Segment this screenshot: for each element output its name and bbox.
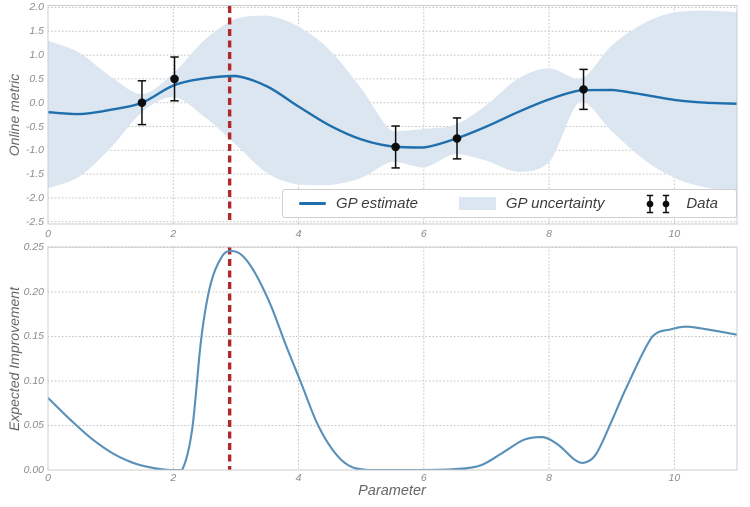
- data-point-marker: [452, 134, 462, 143]
- y-tick-label: -1.5: [25, 168, 44, 181]
- data-points: [137, 56, 588, 169]
- x-tick-label: 4: [295, 472, 302, 484]
- gp-estimate-line-swatch: [299, 201, 326, 206]
- data-point-marker: [391, 142, 400, 152]
- legend: GP estimate GP uncertainty Data: [282, 189, 737, 218]
- data-point-marker: [137, 98, 147, 108]
- errorbar-marker-icon: [645, 193, 677, 215]
- y-tick-label: -0.5: [25, 120, 44, 133]
- x-tick-label: 10: [668, 228, 681, 240]
- legend-item-gp-estimate: GP estimate: [299, 195, 418, 212]
- x-tick-label: 8: [546, 472, 552, 484]
- legend-label-gp-estimate: GP estimate: [336, 195, 418, 212]
- y-tick-label: -1.0: [25, 144, 44, 157]
- y-tick-label: 1.5: [29, 25, 44, 38]
- x-tick-label: 4: [295, 228, 302, 240]
- legend-item-gp-uncertainty: GP uncertainty: [458, 195, 605, 212]
- x-tick-label: 6: [420, 228, 427, 240]
- y-tick-label: 0.5: [29, 72, 44, 85]
- gp-panel: [47, 5, 738, 225]
- x-tick-label: 8: [546, 228, 552, 240]
- expected-improvement-line: [48, 249, 737, 470]
- ei-panel-frame: [47, 246, 738, 471]
- x-tick-label: 2: [170, 472, 177, 484]
- legend-label-gp-uncertainty: GP uncertainty: [505, 195, 605, 212]
- data-point-marker: [579, 85, 588, 94]
- y-tick-label: 0.25: [23, 241, 44, 254]
- ei-panel-gridlines: [47, 246, 738, 471]
- y-tick-label: 0.20: [23, 285, 44, 298]
- gp-uncertainty-band-swatch: [458, 197, 496, 210]
- legend-label-data: Data: [686, 195, 718, 212]
- gp-uncertainty-band: [48, 10, 737, 192]
- gp-panel-frame: [47, 5, 738, 225]
- ei-panel: [47, 246, 738, 471]
- y-tick-label: 0.15: [23, 330, 44, 343]
- y-tick-label: 2.0: [29, 1, 44, 14]
- bottom-y-axis-label: Expected Improvement: [6, 286, 22, 431]
- y-tick-label: 0.0: [29, 96, 44, 109]
- x-tick-label: 2: [170, 228, 177, 240]
- x-tick-label: 0: [45, 472, 51, 484]
- y-tick-label: -2.5: [25, 215, 44, 228]
- x-tick-label: 0: [45, 228, 51, 240]
- x-tick-label: 10: [668, 472, 681, 484]
- y-tick-label: 0.05: [23, 419, 44, 432]
- data-point-marker: [170, 74, 179, 84]
- x-tick-label: 6: [420, 472, 427, 484]
- y-tick-label: 0.10: [23, 374, 44, 387]
- x-axis-label: Parameter: [358, 483, 426, 499]
- legend-item-data: Data: [645, 193, 718, 215]
- y-tick-label: 1.0: [29, 49, 44, 62]
- y-tick-label: -2.0: [25, 191, 44, 204]
- y-tick-label: 0.00: [23, 464, 44, 476]
